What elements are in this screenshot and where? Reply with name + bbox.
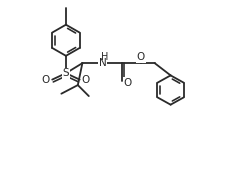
Text: S: S	[63, 68, 69, 78]
Text: H: H	[101, 52, 108, 62]
Text: O: O	[124, 78, 132, 88]
Text: O: O	[82, 75, 90, 85]
Text: O: O	[42, 75, 50, 85]
Text: O: O	[137, 52, 145, 62]
Text: N: N	[99, 58, 106, 68]
